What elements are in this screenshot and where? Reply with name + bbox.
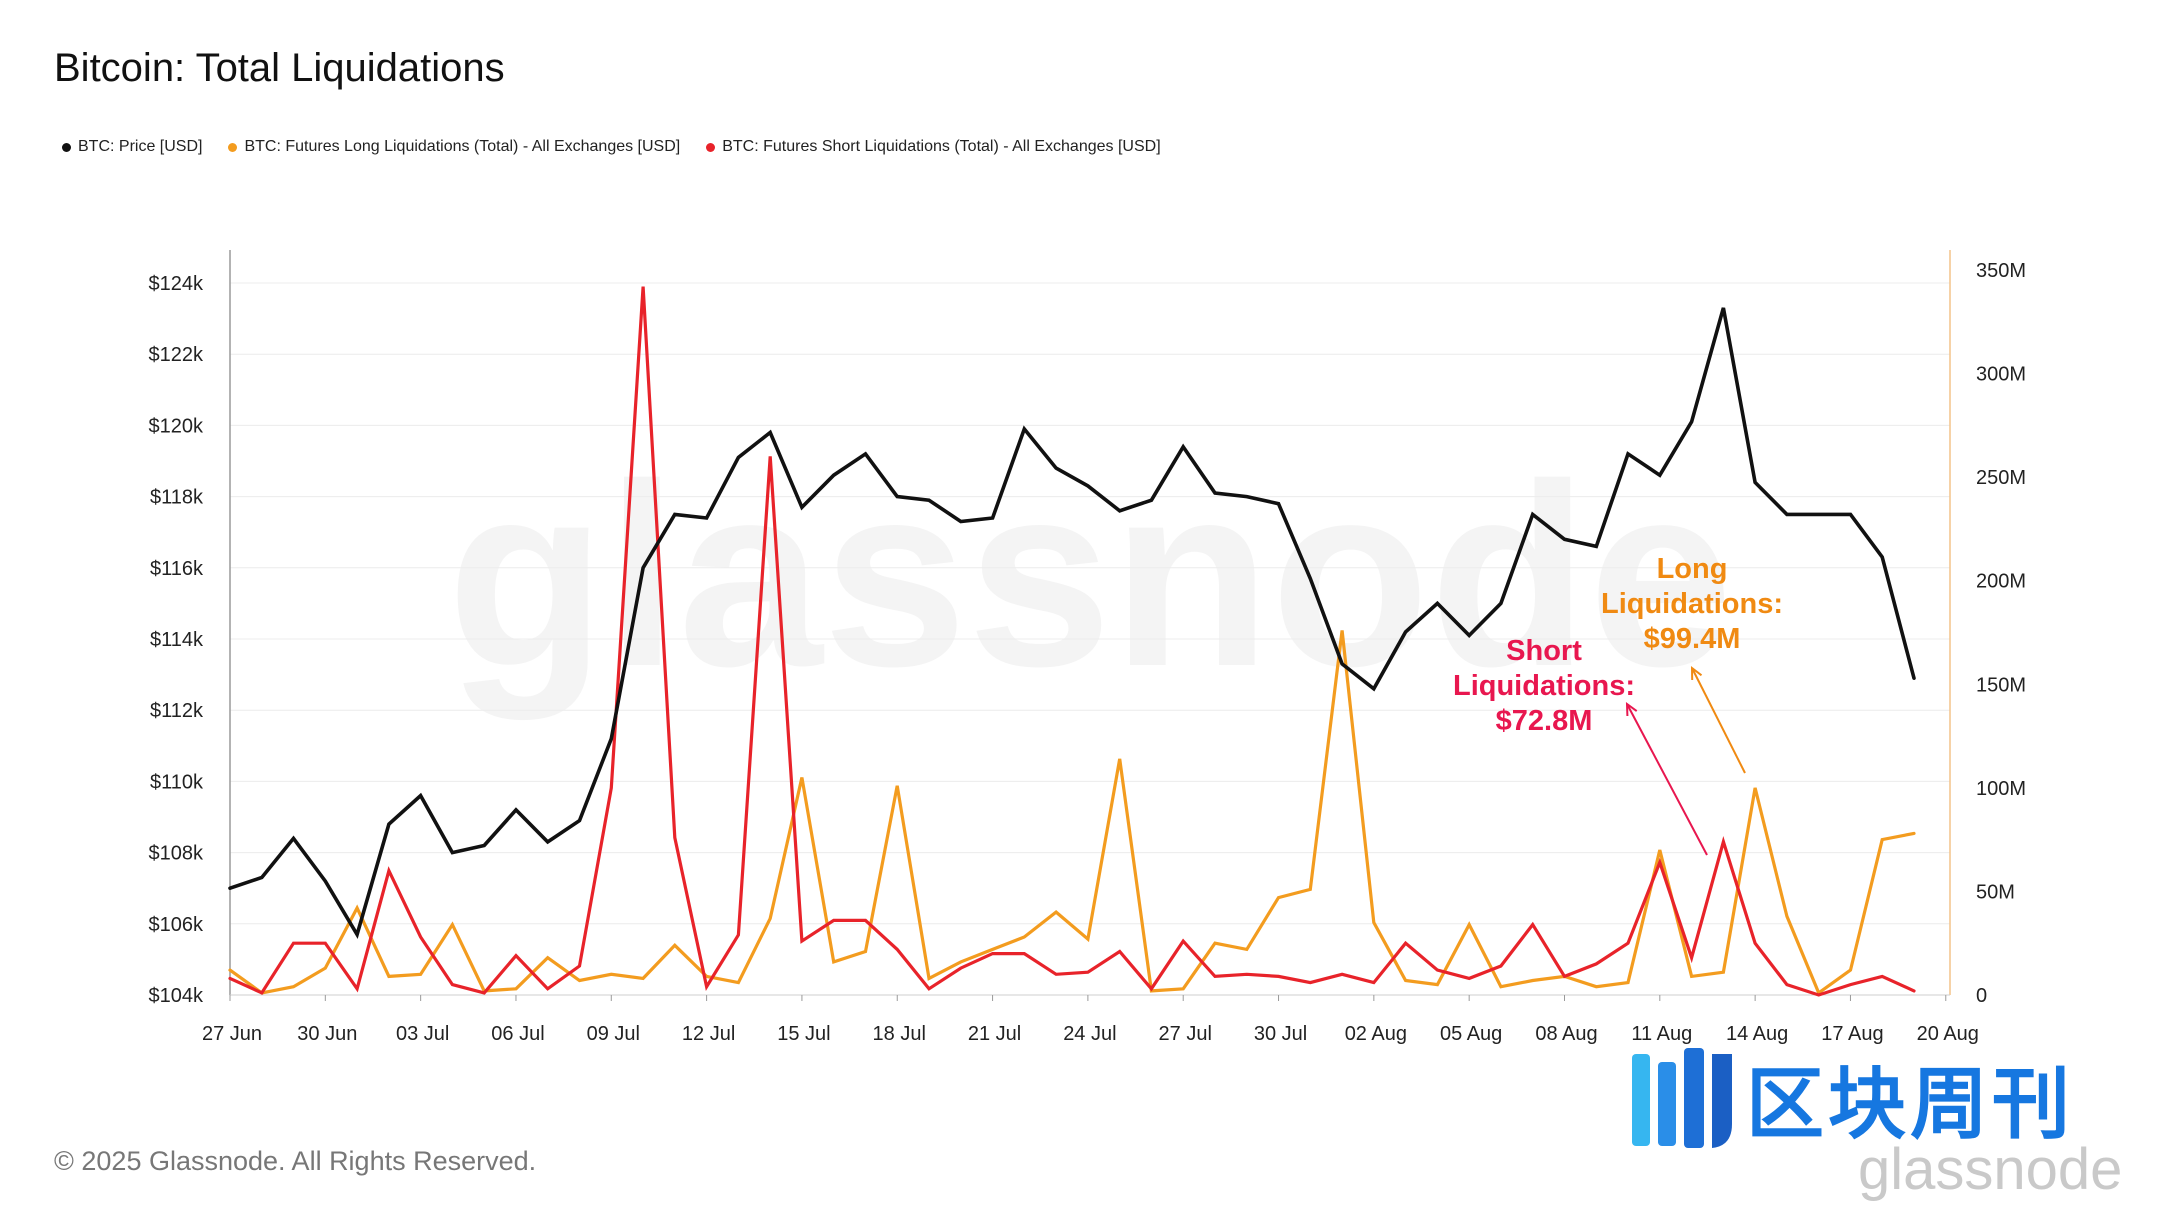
short-liquidations-annotation-line: $72.8M xyxy=(1496,705,1593,737)
legend-label-short: BTC: Futures Short Liquidations (Total) … xyxy=(722,138,1161,155)
right-tick-label: 250M xyxy=(1976,467,2026,489)
short-liquidations-line xyxy=(228,286,1916,997)
legend: BTC: Price [USD] BTC: Futures Long Liqui… xyxy=(62,138,1161,156)
brand-watermark: 区块周刊 glassnode xyxy=(1628,1040,2148,1210)
x-tick-label: 20 Aug xyxy=(1917,1023,1979,1045)
left-tick-label: $124k xyxy=(149,273,204,295)
right-tick-label: 50M xyxy=(1976,881,2015,903)
x-tick-label: 17 Aug xyxy=(1821,1023,1883,1045)
x-tick-label: 30 Jun xyxy=(297,1023,357,1045)
right-axis-ticks: 0 50M 100M 150M 200M 250M 300M 350M xyxy=(1976,260,2026,1007)
x-tick-label: 09 Jul xyxy=(587,1023,640,1045)
left-tick-label: $110k xyxy=(150,771,204,793)
x-tick-label: 03 Jul xyxy=(396,1023,449,1045)
axes xyxy=(229,250,1951,996)
x-tick-label: 08 Aug xyxy=(1535,1023,1597,1045)
x-axis-ticks: 27 Jun 30 Jun 03 Jul 06 Jul 09 Jul 12 Jul 15 J… xyxy=(202,995,1979,1045)
left-tick-label: $106k xyxy=(149,914,204,936)
brand-name-en: glassnode xyxy=(1858,1137,2123,1202)
x-tick-label: 05 Aug xyxy=(1440,1023,1502,1045)
x-tick-label: 24 Jul xyxy=(1063,1023,1116,1045)
right-tick-label: 100M xyxy=(1976,778,2026,800)
left-tick-label: $116k xyxy=(150,558,204,580)
legend-item-short-liquidations[interactable]: BTC: Futures Short Liquidations (Total) … xyxy=(706,138,1161,156)
legend-dot-short xyxy=(706,142,716,152)
long-liquidations-annotation-line: Liquidations: xyxy=(1601,588,1783,620)
left-tick-label: $104k xyxy=(149,985,204,1007)
short-annotation-arrow xyxy=(1626,703,1708,856)
left-tick-label: $112k xyxy=(150,700,204,722)
x-tick-label: 06 Jul xyxy=(491,1023,544,1045)
x-tick-label: 27 Jul xyxy=(1159,1023,1212,1045)
left-tick-label: $118k xyxy=(150,487,204,509)
legend-label-price: BTC: Price [USD] xyxy=(78,138,203,155)
right-tick-label: 300M xyxy=(1976,364,2026,386)
short-liquidations-annotation: Short Liquidations: $72.8M xyxy=(1453,635,1635,737)
legend-label-long: BTC: Futures Long Liquidations (Total) -… xyxy=(244,138,681,155)
long-liquidations-line xyxy=(228,630,1916,996)
long-annotation-arrow xyxy=(1691,667,1746,774)
long-liquidations-annotation: Long Liquidations: $99.4M xyxy=(1601,553,1783,655)
brand-logo-icon xyxy=(1632,1048,1732,1148)
right-tick-label: 200M xyxy=(1976,571,2026,593)
copyright: © 2025 Glassnode. All Rights Reserved. xyxy=(54,1146,537,1176)
legend-item-long-liquidations[interactable]: BTC: Futures Long Liquidations (Total) -… xyxy=(228,138,680,156)
left-tick-label: $108k xyxy=(149,843,204,865)
right-tick-label: 350M xyxy=(1976,260,2026,282)
price-line xyxy=(228,307,1916,939)
brand-name-cn: 区块周刊 xyxy=(1746,1060,2075,1150)
long-liquidations-annotation-line: Long xyxy=(1657,553,1728,585)
short-liquidations-annotation-line: Liquidations: xyxy=(1453,670,1635,702)
x-tick-label: 30 Jul xyxy=(1254,1023,1307,1045)
x-tick-label: 11 Aug xyxy=(1631,1023,1692,1045)
left-tick-label: $114k xyxy=(150,629,204,651)
series-lines xyxy=(228,286,1916,997)
long-annotation-arrow-head xyxy=(1690,665,1703,681)
long-liquidations-annotation-line: $99.4M xyxy=(1644,623,1741,655)
right-tick-label: 150M xyxy=(1976,674,2026,696)
short-annotation-arrow-head xyxy=(1625,701,1638,717)
x-tick-label: 21 Jul xyxy=(968,1023,1021,1045)
short-liquidations-annotation-line: Short xyxy=(1506,635,1582,667)
x-tick-label: 14 Aug xyxy=(1726,1023,1788,1045)
left-tick-label: $122k xyxy=(149,344,204,366)
left-tick-label: $120k xyxy=(149,415,204,437)
legend-dot-long xyxy=(228,142,238,152)
x-tick-label: 12 Jul xyxy=(682,1023,735,1045)
x-tick-label: 15 Jul xyxy=(777,1023,830,1045)
left-axis-ticks: $104k $106k $108k $110k $112k $114k $116k $118k… xyxy=(149,273,204,1007)
x-tick-label: 18 Jul xyxy=(873,1023,926,1045)
x-tick-label: 02 Aug xyxy=(1345,1023,1407,1045)
legend-dot-price xyxy=(62,142,71,152)
page-title: Bitcoin: Total Liquidations xyxy=(54,46,505,90)
x-tick-label: 27 Jun xyxy=(202,1023,262,1045)
right-tick-label: 0 xyxy=(1976,985,1987,1007)
legend-item-price[interactable]: BTC: Price [USD] xyxy=(62,138,202,156)
